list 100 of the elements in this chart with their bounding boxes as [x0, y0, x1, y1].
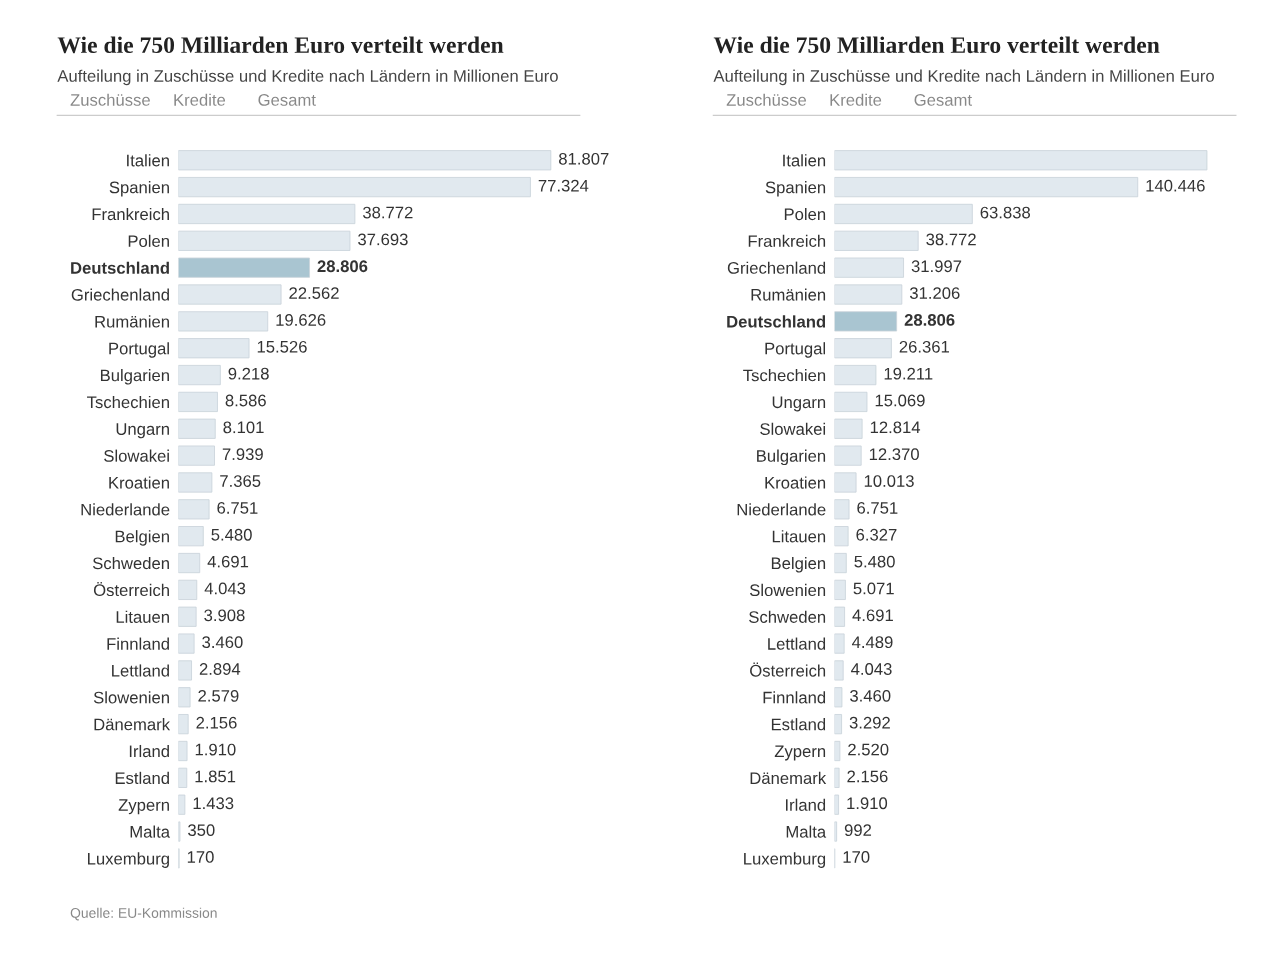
y-tick-label: Polen: [128, 234, 169, 248]
chart-subtitle: Aufteilung in Zuschüsse und Kredite nach Ländern in Millionen Euro: [57, 69, 558, 86]
bar: [178, 338, 250, 359]
y-tick-label: Dänemark: [94, 718, 171, 731]
y-tick-label: Griechenland: [727, 261, 826, 274]
bar: [834, 445, 862, 466]
data-label: 6.327: [856, 528, 897, 541]
data-label: 5.480: [854, 555, 895, 568]
data-label: 10.013: [864, 475, 914, 487]
y-tick-label: Lettland: [768, 637, 826, 650]
y-tick-label: Portugal: [765, 342, 826, 358]
data-label: 77.324: [538, 179, 589, 192]
source-note: Quelle: EU-Kommission: [70, 907, 217, 921]
data-label: 37.693: [358, 233, 408, 246]
data-label: 7.365: [220, 475, 261, 487]
data-label: 12.370: [869, 448, 919, 461]
bar: [834, 794, 840, 815]
data-label: 4.489: [852, 636, 893, 649]
text: Zuschüsse: [70, 93, 150, 106]
data-label: 2.156: [196, 716, 237, 729]
bar: [178, 579, 198, 600]
bar: [834, 472, 857, 493]
y-tick-label: Spanien: [765, 181, 826, 197]
bar: [834, 391, 868, 413]
y-tick-label: Kroatien: [765, 476, 826, 489]
data-label: 3.908: [204, 609, 245, 622]
data-label: 4.043: [851, 663, 892, 675]
y-tick-label: Slowenien: [749, 583, 826, 597]
bar: [178, 633, 195, 654]
data-label: 8.586: [225, 394, 266, 407]
y-tick-label: Malta: [786, 825, 827, 838]
data-label: 19.211: [884, 367, 933, 380]
bar: [834, 177, 1139, 198]
data-label: 2.520: [848, 743, 889, 756]
data-label: 170: [187, 851, 214, 863]
y-tick-label: Griechenland: [71, 288, 169, 301]
data-label: 8.101: [223, 421, 264, 434]
bar: [834, 579, 846, 600]
y-tick-label: Kroatien: [109, 476, 169, 489]
y-tick-label: Zypern: [774, 745, 826, 761]
data-label: 31.206: [909, 287, 960, 299]
y-tick-label: Slowakei: [104, 449, 169, 462]
bar: [178, 606, 197, 627]
bar: [178, 257, 310, 278]
bar: [178, 150, 552, 171]
bar: [834, 418, 863, 439]
bar: [178, 526, 204, 547]
y-tick-label: Frankreich: [748, 234, 826, 248]
bar: [178, 391, 218, 413]
bar: [178, 687, 191, 708]
bar: [834, 740, 841, 762]
bar: [178, 794, 186, 815]
bar: [178, 767, 188, 788]
y-tick-label: Malta: [130, 825, 171, 838]
data-label: 2.156: [847, 770, 888, 783]
data-label: 4.691: [852, 609, 893, 622]
bar: [834, 499, 850, 520]
bar: [834, 687, 843, 708]
bar: [834, 257, 904, 278]
data-label: 1.910: [847, 797, 888, 810]
data-label: 15.526: [257, 340, 307, 353]
data-label: 28.806: [904, 314, 955, 326]
data-label: 140.446: [1146, 179, 1205, 192]
y-tick-label: Deutschland: [71, 261, 169, 274]
data-label: 19.626: [276, 314, 326, 326]
data-label: 3.460: [202, 636, 243, 649]
data-label: 15.069: [875, 394, 925, 407]
y-tick-label: Frankreich: [92, 207, 169, 221]
bar: [834, 660, 844, 681]
bar: [178, 230, 351, 251]
data-label: 4.043: [204, 582, 246, 595]
y-tick-label: Deutschland: [727, 315, 826, 328]
y-tick-label: Bulgarien: [757, 449, 826, 466]
bar: [834, 284, 903, 305]
bar: [834, 767, 840, 788]
bar: [834, 552, 847, 574]
data-label: 38.772: [362, 206, 413, 219]
bar: [178, 418, 216, 439]
data-label: 7.939: [222, 448, 263, 461]
y-tick-label: Dänemark: [750, 771, 827, 785]
data-label: 31.997: [911, 260, 962, 273]
data-label: 9.218: [228, 367, 269, 380]
data-label: 992: [844, 824, 872, 837]
text: Kredite: [830, 93, 882, 106]
bar: [178, 740, 188, 762]
chart-title: Wie die 750 Milliarden Euro verteilt werden: [57, 36, 504, 54]
y-tick-label: Belgien: [115, 530, 169, 546]
y-tick-label: Litauen: [116, 610, 169, 623]
data-label: 38.772: [926, 233, 976, 246]
bar: [834, 526, 849, 547]
bar: [178, 499, 210, 520]
data-label: 4.691: [207, 555, 249, 568]
text: Zuschüsse: [726, 93, 807, 106]
data-label: 3.292: [849, 716, 890, 729]
data-label: 6.751: [857, 502, 898, 514]
data-label: 1.851: [195, 770, 236, 783]
bar: [834, 633, 845, 654]
data-label: 22.562: [289, 287, 339, 299]
bar: [178, 311, 269, 332]
text: Gesamt: [258, 94, 316, 106]
